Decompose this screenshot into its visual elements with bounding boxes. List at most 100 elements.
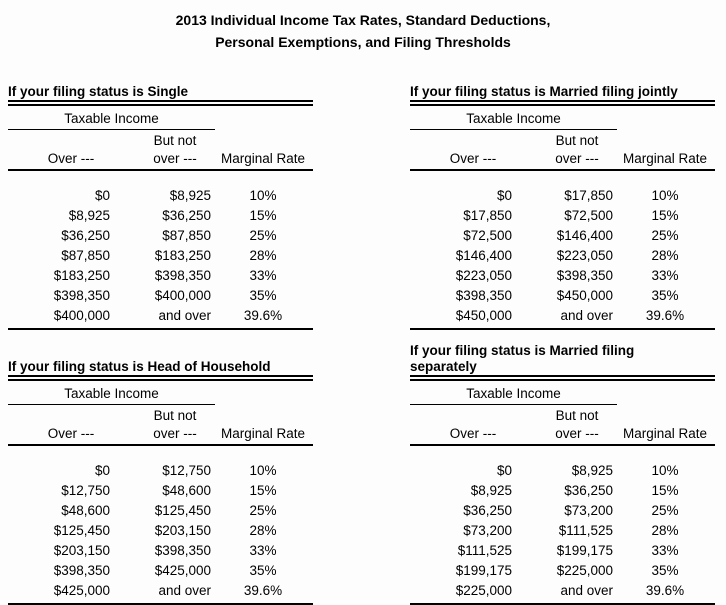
page-title-line2: Personal Exemptions, and Filing Threshol… bbox=[215, 34, 511, 50]
taxable-income-label: Taxable Income bbox=[8, 108, 215, 130]
table-heading: If your filing status is Married filing … bbox=[410, 83, 715, 102]
table-row: $36,250 $87,850 25% bbox=[8, 225, 313, 245]
table-body: $0 $12,750 10% $12,750 $48,600 15% $48,600 $125… bbox=[8, 460, 313, 600]
cell-but-not-over: $398,350 bbox=[154, 542, 211, 558]
double-rule bbox=[410, 377, 715, 381]
cell-over: $8,925 bbox=[68, 207, 110, 223]
cell-over: $8,925 bbox=[470, 482, 512, 498]
table-body: $0 $8,925 10% $8,925 $36,250 15% $36,250 $87,85… bbox=[8, 185, 313, 325]
cell-but-not-over: $8,925 bbox=[169, 187, 211, 203]
cell-but-not-over: and over bbox=[560, 582, 613, 598]
cell-but-not-over: $203,150 bbox=[154, 522, 211, 538]
table-row: $48,600 $125,450 25% bbox=[8, 500, 313, 520]
but-not-label: But not bbox=[555, 408, 599, 423]
table-heading: If your filing status is Single bbox=[8, 83, 313, 102]
over-header: Over --- bbox=[449, 426, 497, 441]
table-heading-line1: If your filing status is Married filing … bbox=[410, 84, 678, 99]
table-row: $146,400 $223,050 28% bbox=[410, 245, 715, 265]
cell-over: $111,525 bbox=[457, 542, 512, 558]
cell-marginal-rate: 39.6% bbox=[645, 307, 685, 323]
table-row: $8,925 $36,250 15% bbox=[410, 480, 715, 500]
table-row: $398,350 $425,000 35% bbox=[8, 560, 313, 580]
cell-marginal-rate: 35% bbox=[249, 562, 277, 578]
marginal-rate-header: Marginal Rate bbox=[622, 426, 708, 441]
over-header: Over --- bbox=[47, 426, 95, 441]
header-rule bbox=[8, 444, 313, 446]
table-row: $400,000 and over 39.6% bbox=[8, 305, 313, 325]
table-row: $111,525 $199,175 33% bbox=[410, 540, 715, 560]
cell-but-not-over: and over bbox=[158, 582, 211, 598]
table-row: $72,500 $146,400 25% bbox=[410, 225, 715, 245]
header-rule bbox=[8, 169, 313, 171]
subheader-row: But not bbox=[8, 405, 313, 423]
tax-table-head-of-household: If your filing status is Head of Househo… bbox=[8, 342, 313, 605]
table-row: $0 $8,925 10% bbox=[8, 185, 313, 205]
cell-over: $12,750 bbox=[61, 482, 110, 498]
cell-marginal-rate: 10% bbox=[651, 462, 679, 478]
table-row: $203,150 $398,350 33% bbox=[8, 540, 313, 560]
cell-but-not-over: $111,525 bbox=[558, 522, 613, 538]
cell-marginal-rate: 39.6% bbox=[243, 307, 283, 323]
cell-but-not-over: $199,175 bbox=[556, 542, 613, 558]
table-row: $0 $8,925 10% bbox=[410, 460, 715, 480]
cell-over: $398,350 bbox=[455, 287, 512, 303]
cell-but-not-over: $73,200 bbox=[564, 502, 613, 518]
table-body: $0 $17,850 10% $17,850 $72,500 15% $72,500 $146… bbox=[410, 185, 715, 325]
table-row: $36,250 $73,200 25% bbox=[410, 500, 715, 520]
subheader-row: But not bbox=[410, 405, 715, 423]
column-header-row: Over --- over --- Marginal Rate bbox=[8, 423, 313, 444]
table-heading-line1: If your filing status is Single bbox=[8, 84, 189, 99]
cell-marginal-rate: 39.6% bbox=[645, 582, 685, 598]
marginal-rate-header: Marginal Rate bbox=[220, 426, 306, 441]
table-row: $199,175 $225,000 35% bbox=[410, 560, 715, 580]
cell-over: $398,350 bbox=[53, 287, 110, 303]
cell-over: $225,000 bbox=[455, 582, 512, 598]
column-header-row: Over --- over --- Marginal Rate bbox=[8, 148, 313, 169]
cell-but-not-over: $72,500 bbox=[564, 207, 613, 223]
cell-but-not-over: $398,350 bbox=[556, 267, 613, 283]
cell-marginal-rate: 33% bbox=[249, 542, 277, 558]
header-rule bbox=[410, 169, 715, 171]
cell-over: $203,150 bbox=[53, 542, 110, 558]
table-row: $398,350 $450,000 35% bbox=[410, 285, 715, 305]
but-not-over-header: over --- bbox=[555, 426, 599, 441]
cell-but-not-over: $450,000 bbox=[556, 287, 613, 303]
cell-marginal-rate: 33% bbox=[651, 267, 679, 283]
but-not-over-header: over --- bbox=[153, 151, 197, 166]
cell-but-not-over: and over bbox=[158, 307, 211, 323]
cell-but-not-over: $183,250 bbox=[154, 247, 211, 263]
table-row: $8,925 $36,250 15% bbox=[8, 205, 313, 225]
tax-table-single: If your filing status is Single Taxable … bbox=[8, 83, 313, 330]
over-header: Over --- bbox=[449, 151, 497, 166]
cell-marginal-rate: 28% bbox=[651, 522, 679, 538]
cell-but-not-over: $425,000 bbox=[154, 562, 211, 578]
cell-over: $0 bbox=[94, 187, 110, 203]
table-row: $223,050 $398,350 33% bbox=[410, 265, 715, 285]
cell-over: $0 bbox=[496, 462, 512, 478]
cell-but-not-over: $36,250 bbox=[162, 207, 211, 223]
table-row: $0 $17,850 10% bbox=[410, 185, 715, 205]
taxable-income-label: Taxable Income bbox=[410, 383, 617, 405]
cell-over: $48,600 bbox=[61, 502, 110, 518]
table-row: $17,850 $72,500 15% bbox=[410, 205, 715, 225]
cell-over: $223,050 bbox=[455, 267, 512, 283]
cell-marginal-rate: 25% bbox=[651, 227, 679, 243]
cell-over: $36,250 bbox=[61, 227, 110, 243]
bottom-rule bbox=[410, 328, 715, 330]
cell-marginal-rate: 35% bbox=[249, 287, 277, 303]
tables-grid: If your filing status is Single Taxable … bbox=[0, 83, 726, 605]
table-heading-line1: If your filing status is Head of Househo… bbox=[8, 359, 271, 374]
table-row: $0 $12,750 10% bbox=[8, 460, 313, 480]
taxable-income-label: Taxable Income bbox=[410, 108, 617, 130]
bottom-rule bbox=[8, 328, 313, 330]
column-header-row: Over --- over --- Marginal Rate bbox=[410, 423, 715, 444]
cell-but-not-over: $87,850 bbox=[162, 227, 211, 243]
but-not-over-header: over --- bbox=[555, 151, 599, 166]
but-not-label: But not bbox=[555, 133, 599, 148]
cell-marginal-rate: 10% bbox=[249, 462, 277, 478]
but-not-label: But not bbox=[153, 133, 197, 148]
cell-over: $72,500 bbox=[463, 227, 512, 243]
cell-marginal-rate: 25% bbox=[249, 502, 277, 518]
cell-marginal-rate: 33% bbox=[249, 267, 277, 283]
cell-but-not-over: $125,450 bbox=[154, 502, 211, 518]
